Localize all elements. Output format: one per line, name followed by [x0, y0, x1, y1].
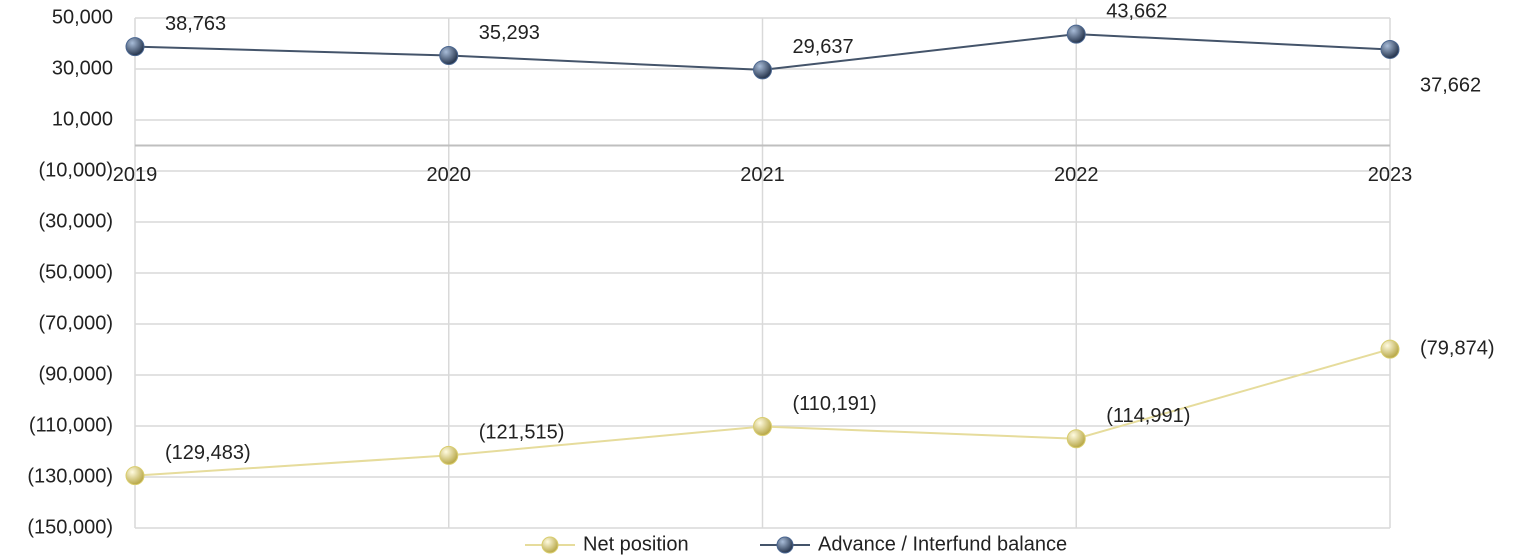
x-tick-label: 2022: [1054, 164, 1099, 186]
marker: [753, 416, 772, 436]
data-label: (79,874): [1420, 337, 1495, 359]
data-label: 43,662: [1106, 0, 1167, 22]
data-label: (110,191): [793, 393, 877, 415]
legend-label: Advance / Interfund balance: [818, 533, 1067, 555]
x-tick-label: 2023: [1368, 164, 1413, 186]
marker: [125, 466, 145, 486]
y-tick-label: (10,000): [39, 159, 114, 181]
y-tick-label: 50,000: [52, 6, 113, 28]
marker: [1066, 24, 1086, 44]
marker: [753, 60, 772, 80]
marker: [1380, 39, 1400, 59]
legend-label: Net position: [583, 533, 689, 555]
y-tick-label: (50,000): [39, 261, 114, 283]
legend-marker: [541, 536, 559, 554]
marker: [125, 37, 145, 57]
x-tick-label: 2019: [113, 164, 158, 186]
y-tick-label: (150,000): [27, 516, 113, 538]
y-tick-label: (90,000): [39, 363, 114, 385]
marker: [1066, 429, 1086, 449]
data-label: 38,763: [165, 13, 226, 35]
marker: [1380, 339, 1400, 359]
data-label: 29,637: [793, 36, 854, 58]
marker: [439, 445, 459, 465]
y-tick-label: (30,000): [39, 210, 114, 232]
marker: [439, 46, 459, 66]
data-label: 37,662: [1420, 75, 1481, 97]
legend-marker: [776, 536, 794, 554]
x-tick-label: 2020: [427, 164, 472, 186]
x-tick-label: 2021: [740, 164, 785, 186]
data-label: (129,483): [165, 442, 251, 464]
y-tick-label: (130,000): [27, 465, 113, 487]
data-label: (114,991): [1106, 405, 1190, 427]
data-label: (121,515): [479, 422, 565, 444]
y-tick-label: (110,000): [29, 414, 113, 436]
data-label: 35,293: [479, 22, 540, 44]
y-tick-label: 30,000: [52, 57, 113, 79]
y-tick-label: 10,000: [52, 108, 113, 130]
y-tick-label: (70,000): [39, 312, 114, 334]
